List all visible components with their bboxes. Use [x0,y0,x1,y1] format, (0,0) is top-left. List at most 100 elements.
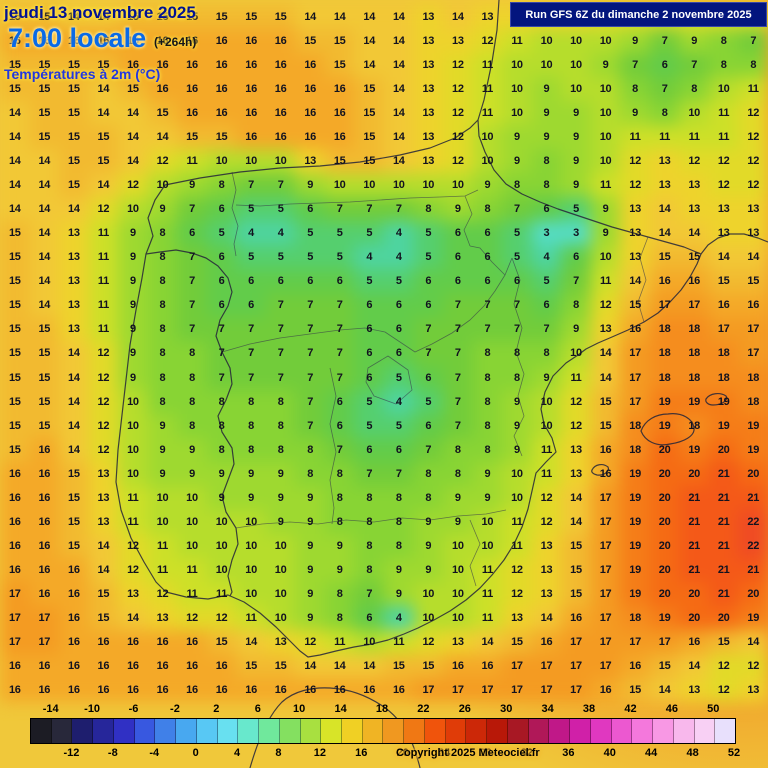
temp-value: 16 [97,659,110,672]
temp-cell [590,341,621,366]
temp-value: 17 [658,299,671,312]
temp-cell [265,461,296,486]
temp-value: 14 [127,107,139,120]
temp-cell [384,317,414,342]
legend-tick-label: -8 [107,747,118,759]
temp-cell [502,461,532,486]
temp-value: 8 [514,347,520,360]
temp-cell [29,485,60,510]
temp-value: 7 [189,251,195,264]
temp-cell [443,245,473,270]
temp-value: 17 [629,347,641,360]
temp-cell [649,509,680,534]
temp-value: 15 [68,59,80,72]
temp-value: 7 [307,323,314,336]
temp-value: 10 [186,515,198,528]
temp-value: 6 [543,203,550,216]
temp-cell [0,365,30,390]
temp-cell [295,509,325,534]
temp-value: 9 [543,83,550,96]
temp-value: 16 [304,107,316,120]
temp-value: 8 [484,395,491,408]
temp-cell [88,437,119,462]
temp-cell [118,125,148,150]
temp-value: 11 [393,635,405,648]
temp-value: 14 [8,179,21,192]
temp-cell [443,461,473,486]
temp-cell [384,485,414,510]
temp-value: 13 [422,131,435,144]
temp-value: 9 [602,203,609,216]
temp-value: 16 [68,635,80,648]
temp-cell [708,77,739,102]
temp-value: 9 [543,371,550,384]
temp-cell [531,533,562,558]
temp-cell [443,485,473,510]
temp-cell [590,581,621,606]
legend-swatch [362,719,384,743]
temp-cell [295,269,325,294]
temp-cell [679,53,709,78]
temp-cell [177,629,207,654]
temp-value: 8 [248,443,254,456]
menorca-island-path [705,393,728,406]
temp-value: 6 [454,275,461,288]
temp-cell [147,341,178,366]
temp-value: 21 [717,491,730,504]
temp-cell [0,29,30,54]
temp-cell [147,53,178,78]
temp-value: 4 [395,395,402,408]
temp-cell [443,677,473,702]
temp-cell [295,605,325,630]
temp-cell [384,653,414,678]
temp-value: 12 [599,299,612,312]
temp-cell [354,557,384,582]
temp-value: 8 [189,419,195,432]
temp-value: 8 [366,563,373,576]
temp-cell [177,413,207,438]
temp-value: 6 [454,251,461,264]
temp-cell [649,677,680,702]
temp-value: 10 [452,539,464,552]
temp-value: 10 [392,179,405,192]
temp-value: 16 [245,35,257,48]
temp-cell [413,53,444,78]
temp-value: 9 [454,491,461,504]
legend-tick-label: 34 [541,703,554,715]
temp-value: 16 [156,83,169,96]
temp-value: 13 [629,203,641,216]
temp-cell [620,101,650,126]
temp-value: 12 [747,659,760,672]
temp-cell [147,413,178,438]
temp-value: 13 [747,227,760,240]
temp-value: 7 [248,179,254,192]
temp-value: 12 [717,179,730,192]
temp-value: 7 [454,371,461,384]
temp-cell [708,149,739,174]
temp-cell [472,317,503,342]
temp-value: 5 [366,227,373,240]
legend-tick-label: 24 [437,747,451,759]
temp-cell [649,149,680,174]
temp-cell [561,173,591,198]
temp-value: 10 [156,491,169,504]
temp-value: 15 [8,251,21,264]
temp-cell [236,629,266,654]
legend-swatch [134,719,156,743]
temp-value: 12 [156,587,169,600]
legend-swatch [93,719,114,743]
temp-cell [29,557,60,582]
temp-cell [59,245,89,270]
temp-cell [649,461,680,486]
temp-value: 17 [629,395,641,408]
temp-cell [738,101,768,126]
temp-cell [531,509,562,534]
temp-cell [384,509,414,534]
temp-value: 4 [366,251,373,264]
temp-cell [649,101,680,126]
temp-value: 9 [514,419,520,432]
temp-cell [590,677,621,702]
temp-value: 8 [425,467,432,480]
temp-value: 20 [658,539,671,552]
